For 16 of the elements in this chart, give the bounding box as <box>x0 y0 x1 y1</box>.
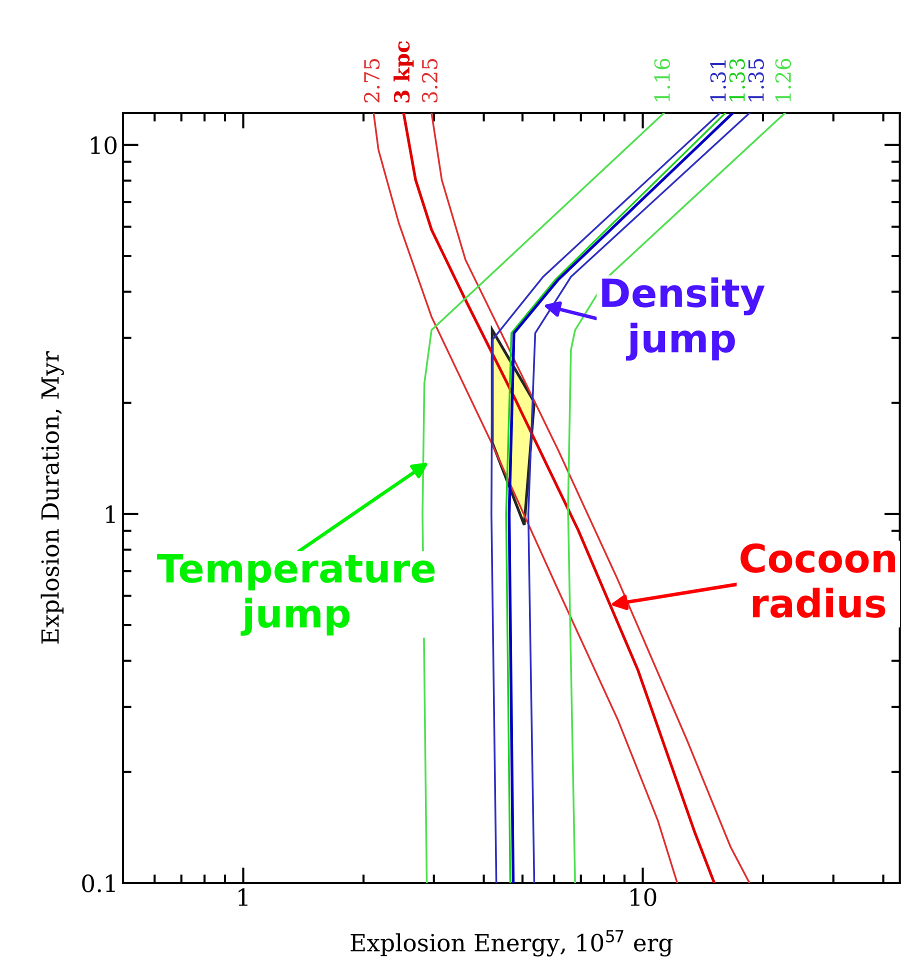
text: 1.31 <box>710 60 726 102</box>
text: 3 kpc <box>394 41 414 102</box>
y-tick-label: 0.1 <box>82 874 115 892</box>
y-axis-title: Explosion Duration, Myr <box>40 351 64 644</box>
text: 2.75 <box>364 59 380 102</box>
annotation: Temperature jump <box>156 554 435 636</box>
x-axis-title: Explosion Energy, 10$^{57}$ erg <box>350 930 673 956</box>
text: 1.16 <box>654 58 670 102</box>
text: 3.25 <box>422 59 438 102</box>
text: 1.26 <box>775 58 792 102</box>
text: 1.33 <box>729 58 745 102</box>
annotation: Cocoon radius <box>740 543 896 618</box>
y-tick-label: 1 <box>106 505 115 523</box>
annotation: Density jump <box>602 277 765 361</box>
text: 1.35 <box>748 59 764 102</box>
y-tick-label: 10 <box>90 136 117 154</box>
